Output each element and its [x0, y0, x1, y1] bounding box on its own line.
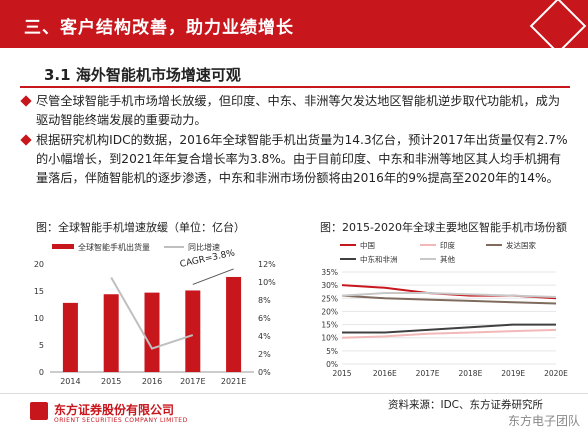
- section-title: 海外智能机市场增速可观: [75, 66, 241, 84]
- legend-swatch-shipments: [52, 244, 74, 249]
- legend-label-2: 发达国家: [506, 240, 536, 250]
- x-tick-label: 2021E: [221, 377, 246, 386]
- left-figure-caption: 图：全球智能手机增速放缓（单位：亿台）: [36, 221, 245, 234]
- bullet-text-2: 根据研究机构IDC的数据，2016年全球智能手机出货量为14.3亿台，预计201…: [36, 133, 568, 185]
- y2-tick-label: 0%: [258, 368, 271, 377]
- y2-tick-label: 10%: [258, 278, 276, 287]
- right-figure-caption: 图：2015-2020年全球主要地区智能手机市场份额: [320, 221, 567, 234]
- y-tick-label: 10%: [321, 334, 338, 343]
- y-tick-label: 30%: [321, 281, 338, 290]
- cagr-arrow: [192, 268, 234, 285]
- x-tick-label: 2016: [142, 377, 162, 386]
- bar-2014: [62, 302, 78, 372]
- source-note: 资料来源：IDC、东方证券研究所: [388, 399, 544, 411]
- y-tick-label: 20: [34, 260, 44, 269]
- y-tick-label: 0: [39, 368, 44, 377]
- y-tick-label: 10: [34, 314, 44, 323]
- x-tick-label: 2015: [101, 377, 121, 386]
- x-tick-label: 2018E: [458, 369, 482, 378]
- y2-tick-label: 4%: [258, 332, 271, 341]
- legend-label-3: 中东和非洲: [360, 254, 398, 264]
- company-english-name: ORIENT SECURITIES COMPANY LIMITED: [54, 417, 188, 424]
- y-tick-label: 5%: [326, 347, 338, 356]
- x-tick-label: 2020E: [544, 369, 568, 378]
- x-tick-label: 2016E: [373, 369, 397, 378]
- series-line-1: [341, 328, 557, 339]
- footer-divider: [0, 393, 588, 394]
- growth-line: [110, 277, 194, 350]
- company-logo-icon: [30, 402, 48, 420]
- legend-label-shipments: 全球智能手机出货量: [78, 242, 150, 252]
- bar-2015: [103, 294, 119, 372]
- y-tick-label: 25%: [321, 294, 338, 303]
- section-heading: 3.1 海外智能机市场增速可观: [44, 64, 241, 85]
- bullet-diamond-icon: [20, 134, 32, 146]
- company-logo: 东方证券股份有限公司 ORIENT SECURITIES COMPANY LIM…: [30, 400, 190, 428]
- y-tick-label: 20%: [321, 307, 338, 316]
- bullet-item-1: 尽管全球智能手机市场增长放缓，但印度、中东、非洲等欠发达地区智能机逆步取代功能机…: [20, 92, 570, 130]
- x-tick-label: 2017E: [416, 369, 440, 378]
- y-tick-label: 15%: [321, 321, 338, 330]
- series-line-4: [341, 292, 557, 298]
- y-tick-label: 5: [39, 341, 44, 350]
- legend-label-0: 中国: [360, 240, 375, 250]
- x-tick-label: 2017E: [180, 377, 205, 386]
- legend-label-growth: 同比增速: [188, 242, 220, 252]
- y-tick-label: 0%: [326, 360, 338, 369]
- x-tick-label: 2015: [332, 369, 351, 378]
- x-tick-label: 2014: [60, 377, 80, 386]
- logo-badge-icon: [529, 0, 587, 55]
- bar-2017E: [185, 290, 201, 372]
- legend-label-1: 印度: [440, 240, 455, 250]
- legend-label-4: 其他: [440, 254, 455, 264]
- bullet-diamond-icon: [20, 95, 32, 107]
- y2-tick-label: 6%: [258, 314, 271, 323]
- section-number: 3.1: [44, 66, 71, 84]
- bullet-item-2: 根据研究机构IDC的数据，2016年全球智能手机出货量为14.3亿台，预计201…: [20, 131, 570, 188]
- y-tick-label: 15: [34, 287, 44, 296]
- series-line-2: [341, 294, 557, 305]
- company-name: 东方证券股份有限公司: [54, 403, 175, 417]
- y2-tick-label: 2%: [258, 350, 271, 359]
- slide-title: 三、客户结构改善，助力业绩增长: [24, 18, 294, 38]
- left-chart: 全球智能手机出货量 同比增速 0 5 10 15 20 0% 2% 4% 6% 8% 10% 12% 201…: [34, 242, 276, 386]
- section-divider: [20, 86, 570, 88]
- y2-tick-label: 8%: [258, 296, 271, 305]
- y2-tick-label: 12%: [258, 260, 276, 269]
- series-line-3: [342, 323, 556, 334]
- x-tick-label: 2019E: [501, 369, 525, 378]
- bullet-text-1: 尽管全球智能手机市场增长放缓，但印度、中东、非洲等欠发达地区智能机逆步取代功能机…: [36, 94, 561, 127]
- bar-2021E: [226, 276, 242, 372]
- watermark-text: 东方电子团队: [507, 414, 580, 428]
- y-tick-label: 35%: [321, 268, 338, 277]
- bar-2016: [144, 292, 160, 372]
- slide-header: 三、客户结构改善，助力业绩增长: [0, 0, 588, 55]
